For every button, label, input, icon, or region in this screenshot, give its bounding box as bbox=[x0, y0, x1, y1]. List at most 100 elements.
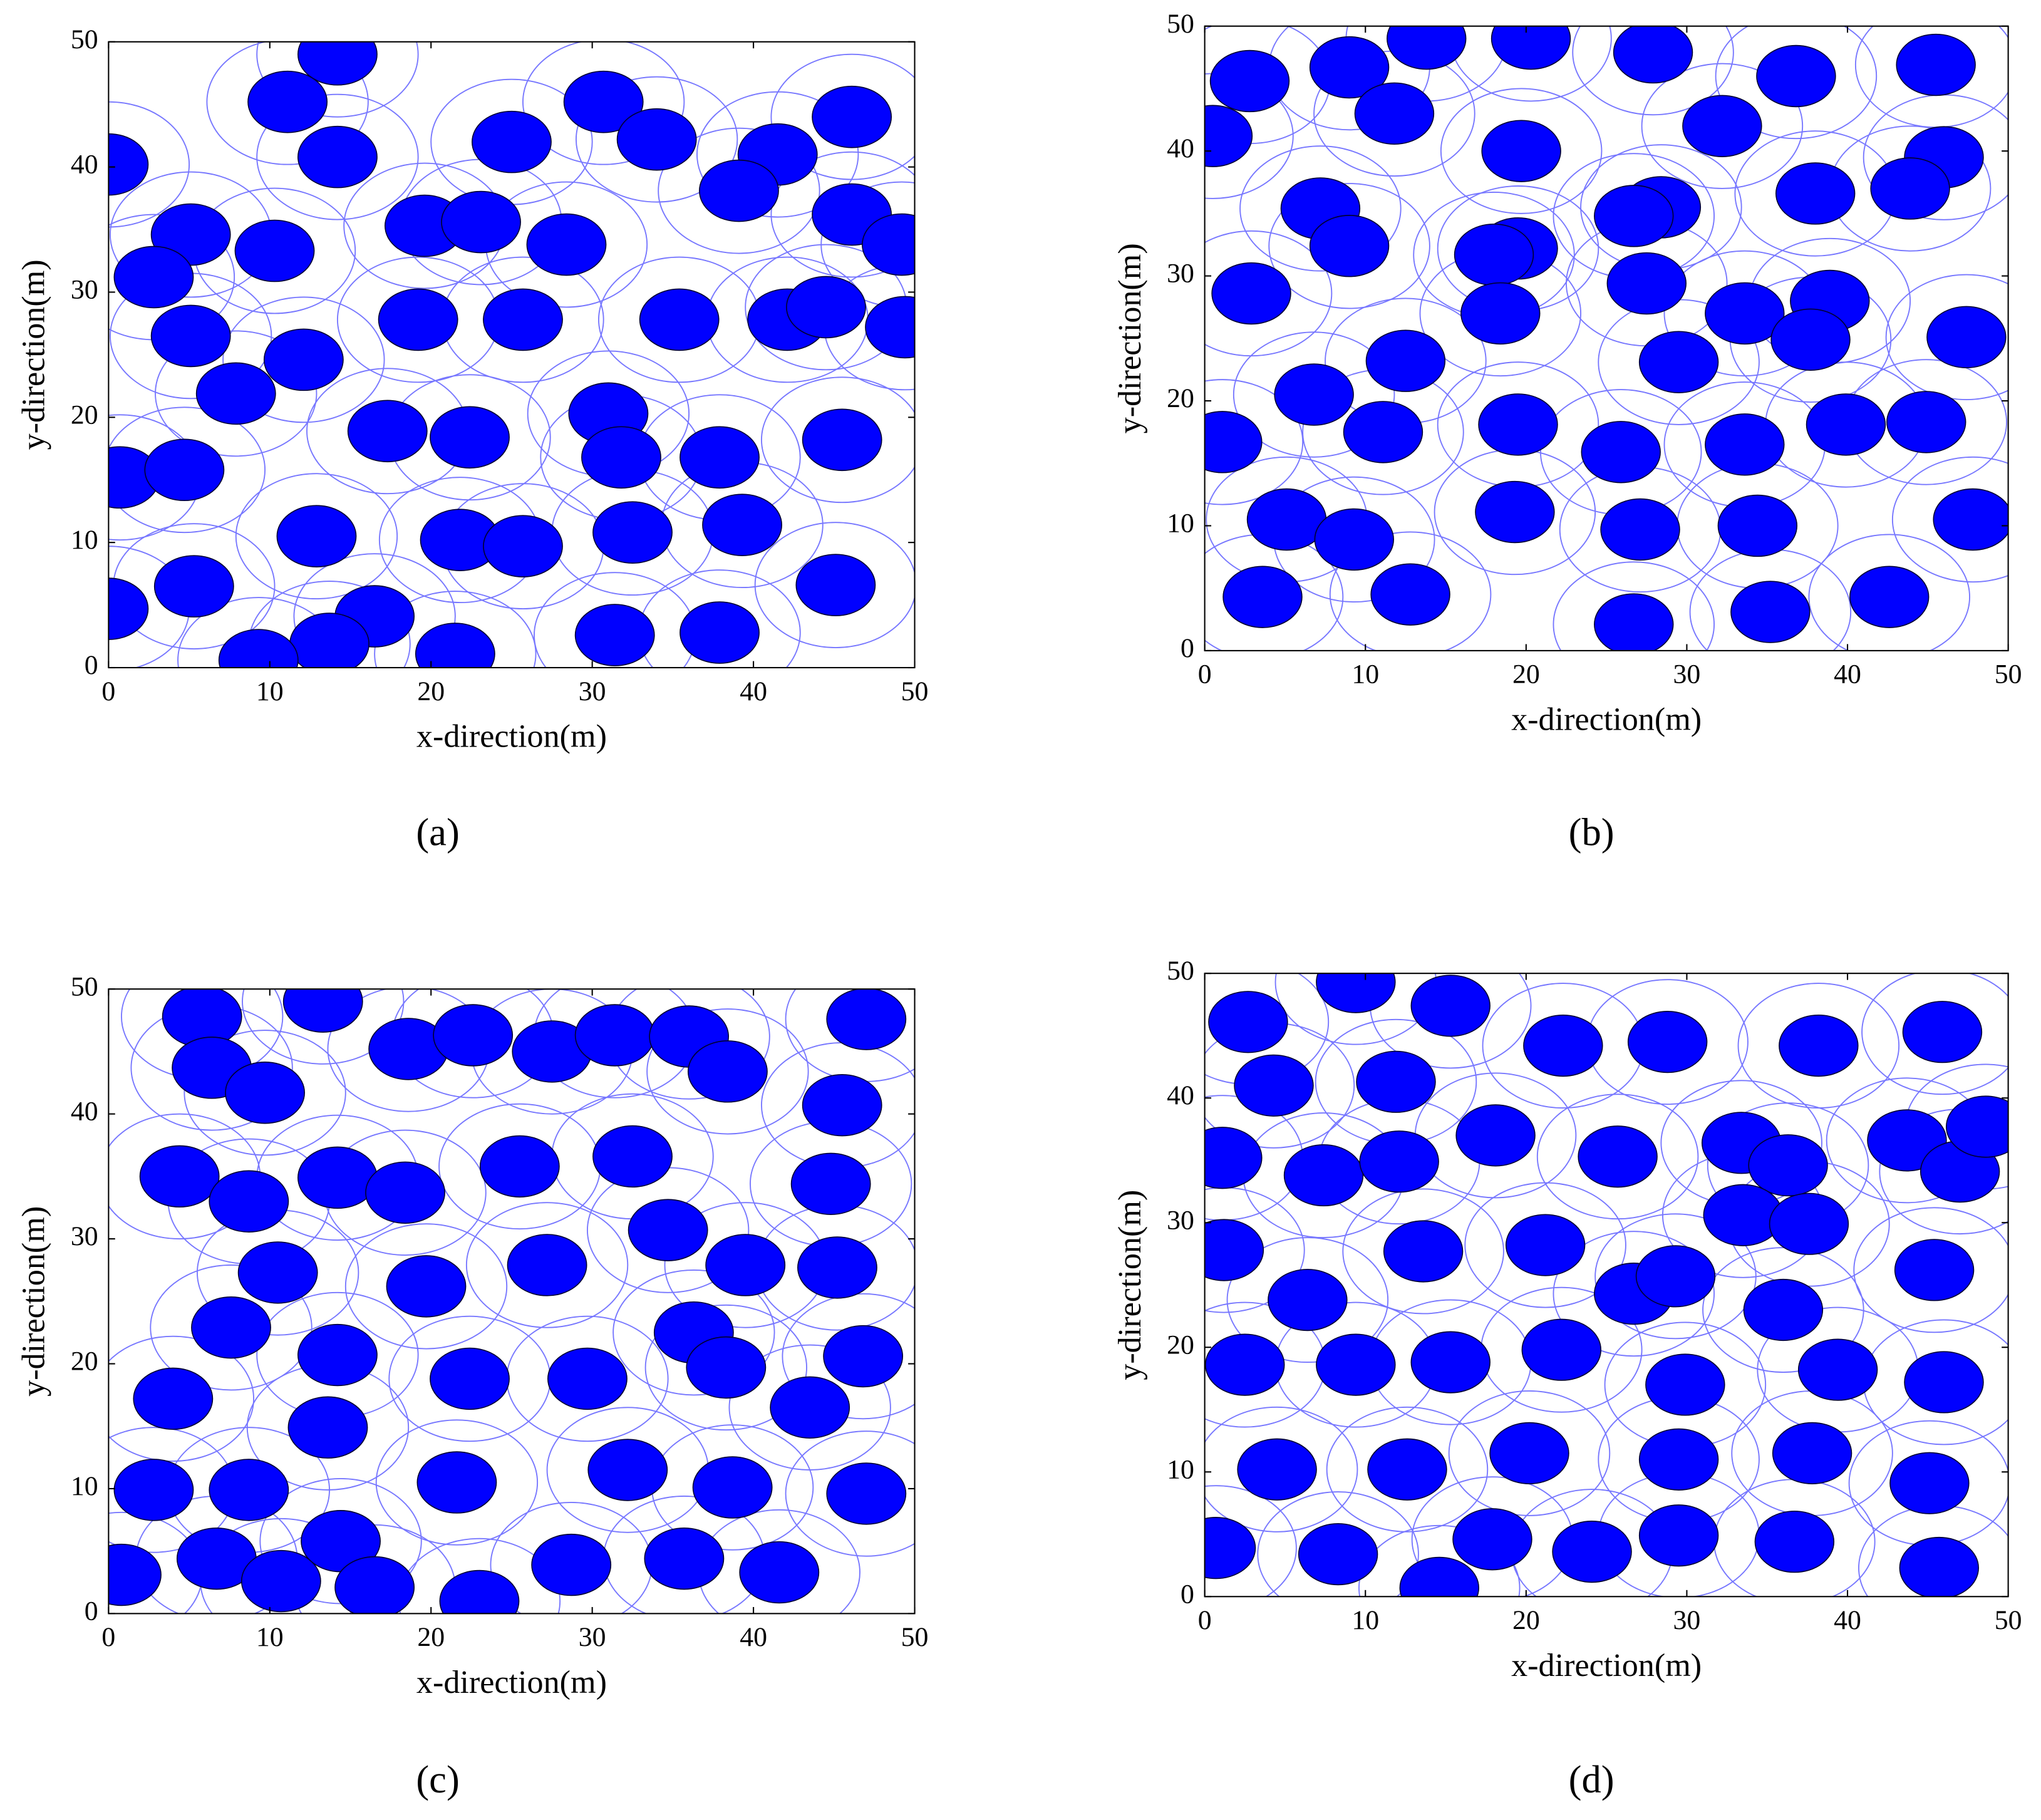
x-tick-label: 50 bbox=[1995, 1605, 2022, 1635]
sensor-node bbox=[1208, 991, 1288, 1053]
sensor-node bbox=[1481, 120, 1561, 182]
sensor-node bbox=[287, 1396, 368, 1459]
sensor-node bbox=[686, 1336, 767, 1399]
sensor-node bbox=[297, 1323, 378, 1387]
sensor-node bbox=[823, 1325, 904, 1388]
sensor-node bbox=[1756, 44, 1836, 108]
sensor-node bbox=[433, 1004, 514, 1067]
sensing-ranges bbox=[1204, 26, 2008, 651]
sensor-node bbox=[1682, 95, 1762, 157]
x-tick-label: 20 bbox=[1512, 1605, 1540, 1635]
sensor-node bbox=[644, 1527, 725, 1590]
sensor-node bbox=[1460, 282, 1541, 345]
sensor-node bbox=[705, 1234, 786, 1296]
sensing-range bbox=[1885, 274, 2008, 400]
x-tick-label: 20 bbox=[1512, 659, 1540, 690]
sensor-node bbox=[1772, 1422, 1852, 1484]
sensing-range bbox=[1891, 456, 2008, 583]
x-tick-label: 50 bbox=[901, 676, 929, 706]
sensor-node bbox=[1211, 262, 1291, 325]
x-tick-label: 30 bbox=[1673, 1605, 1701, 1635]
sensor-node bbox=[1754, 1511, 1835, 1573]
sensor-node bbox=[240, 1549, 321, 1613]
sensor-node bbox=[1581, 421, 1661, 483]
sensing-range bbox=[1715, 26, 1878, 140]
sensor-node bbox=[1594, 593, 1674, 651]
sensor-node bbox=[365, 1161, 445, 1224]
sensor-node bbox=[347, 400, 428, 463]
sensor-node bbox=[574, 1004, 655, 1067]
sensor-node bbox=[1797, 1338, 1878, 1401]
sensor-node bbox=[234, 219, 315, 282]
x-tick-label: 50 bbox=[1995, 659, 2022, 690]
sensor-node bbox=[1387, 26, 1467, 70]
sensor-node bbox=[592, 501, 673, 564]
sensor-node bbox=[1204, 1219, 1264, 1281]
sensing-range bbox=[108, 101, 190, 228]
sensor-node bbox=[812, 85, 892, 148]
sensor-node bbox=[1356, 1050, 1436, 1113]
sensor-node bbox=[679, 601, 760, 664]
y-tick-label: 10 bbox=[1167, 509, 1194, 539]
sensor-node bbox=[1205, 1333, 1285, 1396]
x-tick-label: 0 bbox=[1198, 659, 1212, 690]
sensor-node bbox=[865, 296, 915, 359]
sensing-range bbox=[256, 41, 419, 118]
sensing-range bbox=[256, 93, 419, 220]
sensor-node bbox=[1578, 1125, 1658, 1188]
y-tick-label: 10 bbox=[71, 525, 98, 555]
sensing-range bbox=[206, 41, 369, 165]
panel: 0 10 20 30 40 50 0 10 20 30 40 50 x-direction(m) y-di… bbox=[16, 971, 929, 1801]
sensor-node bbox=[144, 438, 225, 502]
plot-frame bbox=[108, 41, 916, 669]
nodes bbox=[108, 41, 915, 668]
sensor-node bbox=[1627, 1011, 1708, 1073]
sensor-node bbox=[1770, 308, 1851, 371]
y-tick-label: 40 bbox=[1167, 1080, 1194, 1110]
sensor-node bbox=[1204, 1517, 1256, 1580]
sensor-node bbox=[1274, 363, 1354, 426]
sensor-node bbox=[1946, 1095, 2008, 1158]
sensor-node bbox=[581, 426, 661, 489]
x-tick-label: 40 bbox=[740, 676, 767, 706]
plot-frame bbox=[1204, 25, 2009, 651]
sensor-node bbox=[1606, 252, 1687, 315]
nodes bbox=[1204, 973, 2008, 1597]
sensor-node bbox=[687, 1040, 768, 1103]
sensor-node bbox=[786, 276, 866, 339]
sensing-range bbox=[646, 1008, 809, 1135]
sensor-node bbox=[416, 1451, 497, 1514]
y-tick-label: 20 bbox=[71, 400, 98, 430]
sensor-node bbox=[483, 288, 563, 351]
sensor-node bbox=[639, 288, 720, 351]
sensor-node bbox=[574, 604, 655, 666]
sensor-node bbox=[276, 505, 357, 567]
sensor-node bbox=[1209, 49, 1290, 113]
y-axis-label: y-direction(m) bbox=[1112, 1190, 1148, 1380]
sensor-node bbox=[1743, 1278, 1824, 1342]
sensor-node bbox=[1452, 1508, 1532, 1571]
sensing-range bbox=[465, 1202, 629, 1328]
y-tick-label: 40 bbox=[71, 150, 98, 180]
sensor-node bbox=[1896, 33, 1976, 96]
sensor-node bbox=[1478, 393, 1558, 456]
y-tick-label: 0 bbox=[1181, 633, 1194, 663]
sensing-range bbox=[235, 473, 398, 600]
sensing-range bbox=[1257, 1491, 1419, 1597]
sensor-node bbox=[1635, 1245, 1716, 1308]
sensor-node bbox=[826, 989, 907, 1050]
sensor-node bbox=[1849, 566, 1930, 628]
sensor-node bbox=[1775, 162, 1856, 225]
sensor-node bbox=[225, 1062, 305, 1124]
sensing-range bbox=[770, 151, 915, 278]
sensing-range bbox=[782, 1293, 915, 1420]
y-tick-label: 20 bbox=[1167, 1330, 1194, 1360]
sensing-range bbox=[1853, 1207, 2008, 1333]
sensor-node bbox=[1475, 480, 1555, 544]
sensor-node bbox=[547, 1347, 628, 1410]
sensor-node bbox=[1365, 329, 1446, 392]
sensor-node bbox=[472, 110, 552, 173]
sensor-node bbox=[297, 1146, 378, 1209]
sensor-node bbox=[1454, 223, 1534, 286]
sensing-range bbox=[1572, 26, 1734, 116]
